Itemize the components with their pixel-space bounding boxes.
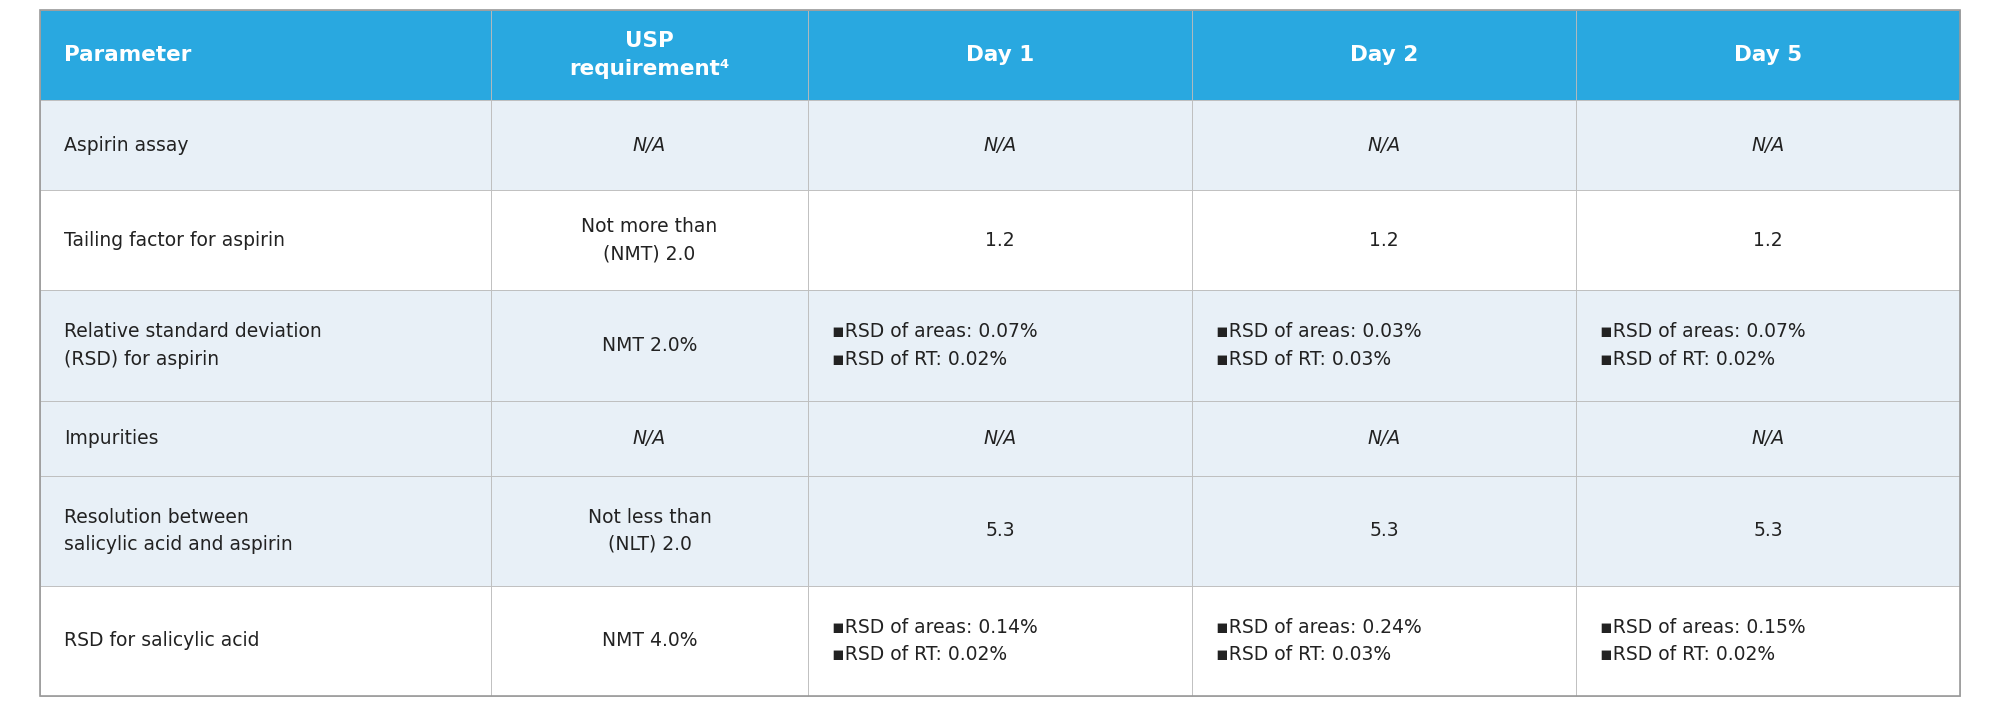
Bar: [492, 290, 808, 400]
Text: Day 2: Day 2: [1350, 45, 1418, 65]
Bar: [808, 476, 1192, 586]
Bar: [1576, 400, 1960, 476]
Bar: [40, 190, 492, 290]
Bar: [1576, 290, 1960, 400]
Text: Tailing factor for aspirin: Tailing factor for aspirin: [64, 231, 286, 250]
Text: 1.2: 1.2: [1754, 231, 1782, 250]
Text: 5.3: 5.3: [986, 521, 1014, 540]
Text: N/A: N/A: [632, 136, 666, 155]
Text: ▪RSD of areas: 0.07%
▪RSD of RT: 0.02%: ▪RSD of areas: 0.07% ▪RSD of RT: 0.02%: [1600, 323, 1806, 369]
Text: Day 5: Day 5: [1734, 45, 1802, 65]
Text: ▪RSD of areas: 0.03%
▪RSD of RT: 0.03%: ▪RSD of areas: 0.03% ▪RSD of RT: 0.03%: [1216, 323, 1422, 369]
Bar: [1576, 586, 1960, 696]
Bar: [1192, 100, 1576, 190]
Bar: [808, 586, 1192, 696]
Text: Not less than
(NLT) 2.0: Not less than (NLT) 2.0: [588, 508, 712, 554]
Text: N/A: N/A: [1752, 429, 1784, 448]
Bar: [492, 476, 808, 586]
Bar: [808, 290, 1192, 400]
Text: ▪RSD of areas: 0.14%
▪RSD of RT: 0.02%: ▪RSD of areas: 0.14% ▪RSD of RT: 0.02%: [832, 618, 1038, 664]
Text: 5.3: 5.3: [1370, 521, 1398, 540]
Text: N/A: N/A: [984, 429, 1016, 448]
Bar: [808, 100, 1192, 190]
Text: N/A: N/A: [1368, 429, 1400, 448]
Bar: [808, 400, 1192, 476]
Text: Relative standard deviation
(RSD) for aspirin: Relative standard deviation (RSD) for as…: [64, 323, 322, 369]
Bar: [1576, 10, 1960, 100]
Bar: [1192, 190, 1576, 290]
Bar: [1192, 10, 1576, 100]
Bar: [1192, 586, 1576, 696]
Text: ▪RSD of areas: 0.24%
▪RSD of RT: 0.03%: ▪RSD of areas: 0.24% ▪RSD of RT: 0.03%: [1216, 618, 1422, 664]
Text: RSD for salicylic acid: RSD for salicylic acid: [64, 631, 260, 650]
Bar: [1576, 100, 1960, 190]
Text: 5.3: 5.3: [1754, 521, 1782, 540]
Text: Not more than
(NMT) 2.0: Not more than (NMT) 2.0: [582, 217, 718, 263]
Text: NMT 4.0%: NMT 4.0%: [602, 631, 698, 650]
Bar: [492, 190, 808, 290]
Bar: [40, 586, 492, 696]
Text: Impurities: Impurities: [64, 429, 158, 448]
Bar: [492, 10, 808, 100]
Bar: [1192, 476, 1576, 586]
Bar: [808, 190, 1192, 290]
Bar: [40, 400, 492, 476]
Bar: [40, 100, 492, 190]
Bar: [1192, 290, 1576, 400]
Bar: [40, 10, 492, 100]
Text: N/A: N/A: [632, 429, 666, 448]
Text: NMT 2.0%: NMT 2.0%: [602, 336, 698, 355]
Bar: [1576, 190, 1960, 290]
Text: ▪RSD of areas: 0.15%
▪RSD of RT: 0.02%: ▪RSD of areas: 0.15% ▪RSD of RT: 0.02%: [1600, 618, 1806, 664]
Bar: [808, 10, 1192, 100]
Bar: [492, 586, 808, 696]
Text: USP
requirement⁴: USP requirement⁴: [570, 30, 730, 80]
Text: 1.2: 1.2: [986, 231, 1014, 250]
Text: N/A: N/A: [1752, 136, 1784, 155]
Text: N/A: N/A: [984, 136, 1016, 155]
Text: N/A: N/A: [1368, 136, 1400, 155]
Text: ▪RSD of areas: 0.07%
▪RSD of RT: 0.02%: ▪RSD of areas: 0.07% ▪RSD of RT: 0.02%: [832, 323, 1038, 369]
Text: Parameter: Parameter: [64, 45, 192, 65]
Bar: [492, 100, 808, 190]
Text: Aspirin assay: Aspirin assay: [64, 136, 188, 155]
Text: 1.2: 1.2: [1370, 231, 1398, 250]
Bar: [1576, 476, 1960, 586]
Bar: [40, 290, 492, 400]
Text: Day 1: Day 1: [966, 45, 1034, 65]
Bar: [40, 476, 492, 586]
Bar: [1192, 400, 1576, 476]
Text: Resolution between
salicylic acid and aspirin: Resolution between salicylic acid and as…: [64, 508, 292, 554]
Bar: [492, 400, 808, 476]
